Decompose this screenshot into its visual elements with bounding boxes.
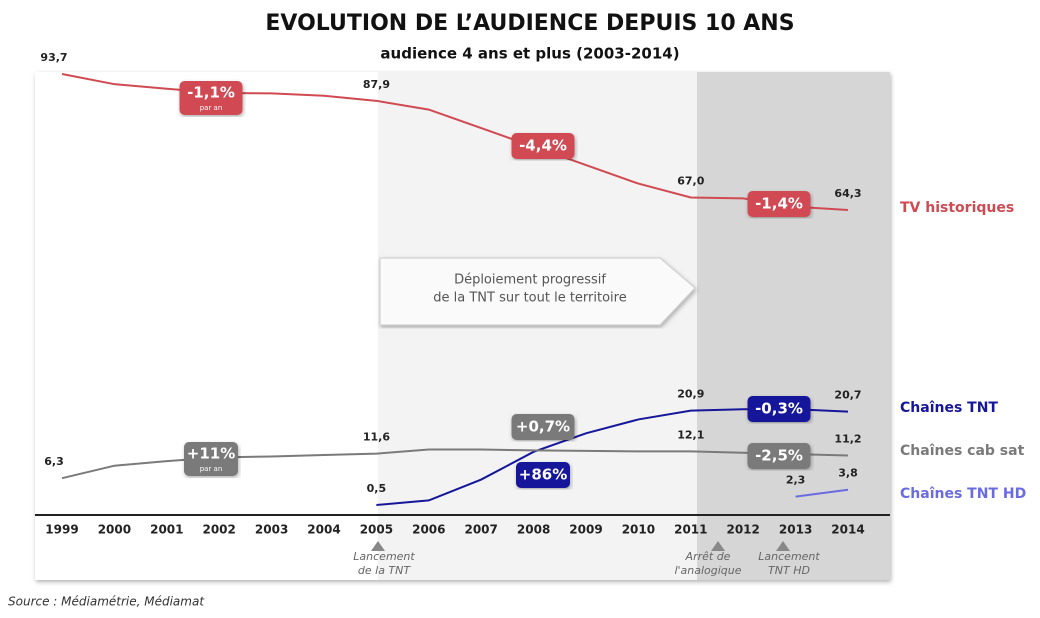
x-tick-label: 2003 (255, 523, 288, 537)
rate-badge (511, 414, 575, 440)
rate-badge (184, 442, 238, 476)
rate-badge (747, 396, 811, 422)
rate-badge (511, 133, 575, 159)
rate-sub: par an (200, 104, 223, 112)
x-tick-label: 2009 (569, 523, 602, 537)
x-tick-label: 2010 (622, 523, 655, 537)
x-tick-label: 2006 (412, 523, 445, 537)
legend-label: TV historiques (900, 200, 1014, 216)
rate-badge (516, 462, 570, 488)
value-label: 64,3 (834, 187, 861, 200)
rate-badge (747, 191, 811, 217)
milestone-label: TNT HD (768, 564, 810, 577)
deployment-text: de la TNT sur tout le territoire (433, 291, 626, 306)
chart-title: EVOLUTION DE L’AUDIENCE DEPUIS 10 ANS (265, 11, 794, 36)
x-tick-label: 2008 (517, 523, 550, 537)
rate-text: -1,4% (755, 195, 803, 213)
x-tick-label: 2011 (674, 523, 707, 537)
value-label: 67,0 (677, 174, 704, 187)
deployment-text: Déploiement progressif (454, 273, 606, 288)
x-tick-label: 2000 (98, 523, 131, 537)
x-tick-label: 1999 (45, 523, 78, 537)
rate-text: +0,7% (516, 418, 570, 436)
value-label: 12,1 (677, 428, 704, 441)
x-tick-label: 2004 (307, 523, 340, 537)
x-tick-label: 2005 (360, 523, 393, 537)
milestone-label: de la TNT (358, 564, 411, 577)
value-label: 87,9 (363, 78, 390, 91)
x-tick-label: 2013 (779, 523, 812, 537)
post-analog-period (697, 72, 890, 580)
rate-text: -0,3% (755, 400, 803, 418)
rate-badge (179, 81, 243, 115)
milestone-label: Arrêt de (685, 550, 731, 563)
value-label: 93,7 (40, 51, 67, 64)
value-label: 2,3 (786, 474, 806, 487)
rate-text: +86% (519, 466, 567, 484)
series-line (795, 488, 849, 498)
value-label: 20,7 (834, 389, 861, 402)
x-tick-label: 2007 (464, 523, 497, 537)
milestone-marker (371, 541, 385, 551)
x-tick-label: 2001 (150, 523, 183, 537)
milestone-label: l'analogique (674, 564, 741, 577)
rate-sub: par an (200, 465, 223, 473)
x-tick-label: 2014 (831, 523, 864, 537)
rate-text: -4,4% (519, 137, 567, 155)
value-label: 11,2 (834, 433, 861, 446)
milestone-marker (711, 541, 725, 551)
value-label: 11,6 (363, 431, 390, 444)
chart-subtitle: audience 4 ans et plus (2003-2014) (380, 45, 679, 63)
value-label: 0,5 (367, 482, 387, 495)
value-label: 3,8 (838, 467, 858, 480)
rate-text: -1,1% (187, 84, 235, 102)
rate-badge (747, 443, 811, 469)
x-tick-label: 2012 (726, 523, 759, 537)
x-tick-label: 2002 (202, 523, 235, 537)
value-label: 6,3 (44, 455, 64, 468)
legend-label: Chaînes TNT (900, 400, 998, 416)
legend-label: Chaînes cab sat (900, 443, 1025, 459)
deployment-arrow (379, 257, 696, 326)
milestone-marker (776, 541, 790, 551)
rate-text: +11% (187, 445, 235, 463)
milestone-label: Lancement (353, 550, 415, 563)
legend-label: Chaînes TNT HD (900, 486, 1026, 502)
source: Source : Médiamétrie, Médiamat (8, 595, 205, 609)
rate-text: -2,5% (755, 447, 803, 465)
milestone-label: Lancement (758, 550, 820, 563)
value-label: 20,9 (677, 388, 704, 401)
